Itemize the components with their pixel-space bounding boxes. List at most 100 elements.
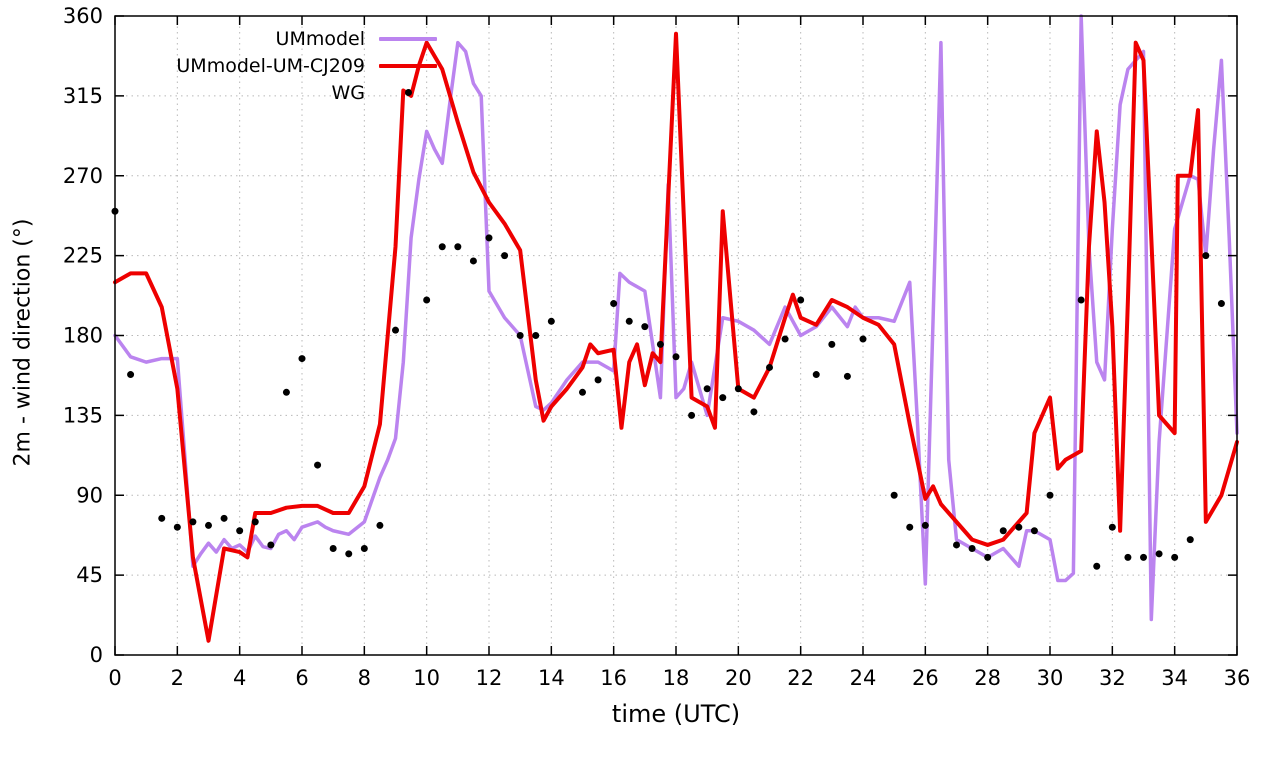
series-point-wg (189, 518, 197, 526)
series-point-wg (1030, 527, 1038, 535)
x-tick-label: 28 (974, 666, 1001, 690)
series-point-wg (376, 521, 384, 529)
series-point-wg (672, 353, 680, 361)
y-axis-label: 2m - wind direction (°) (10, 218, 36, 467)
series-point-wg (251, 518, 259, 526)
series-line-ummodel (113, 14, 1239, 622)
series-point-wg (641, 323, 649, 331)
black-dot-sample-icon (404, 89, 412, 96)
red-line-sample-icon (379, 63, 437, 68)
series-point-wg (610, 300, 618, 308)
legend-item-ummodel-um-cj209: UMmodel-UM-CJ209 (118, 53, 437, 78)
series-point-wg (1140, 553, 1147, 561)
series-point-wg (579, 388, 586, 396)
x-tick-label: 10 (413, 666, 440, 690)
x-tick-label: 0 (108, 666, 121, 690)
series-point-wg (999, 527, 1007, 535)
series-point-wg (485, 234, 493, 242)
series-point-wg (1015, 523, 1023, 531)
series-point-wg (625, 317, 633, 325)
legend-sample-ummodel-um-cj209 (379, 53, 437, 78)
series-point-wg (173, 523, 181, 531)
series-point-wg (1171, 553, 1179, 561)
series-point-wg (469, 257, 477, 265)
x-tick-label: 20 (725, 666, 752, 690)
series-point-wg (438, 243, 446, 251)
x-tick-label: 18 (663, 666, 690, 690)
series-point-wg (360, 545, 368, 552)
series-point-wg (205, 521, 212, 529)
legend-label-wg: WG (331, 81, 365, 104)
series-point-wg (1217, 300, 1225, 308)
series-point-wg (423, 296, 431, 304)
series-line-ummodel-um-cj209 (113, 31, 1239, 643)
x-tick-label: 2 (171, 666, 184, 690)
x-tick-label: 8 (358, 666, 371, 690)
series-point-wg (454, 243, 462, 251)
series-point-wg (236, 527, 244, 535)
x-tick-label: 26 (912, 666, 939, 690)
x-tick-label: 30 (1037, 666, 1064, 690)
series-point-wg (921, 521, 929, 529)
series-point-wg (501, 252, 509, 260)
y-tick-label: 270 (63, 164, 103, 188)
series-point-wg (1124, 553, 1132, 561)
series-point-wg (329, 545, 337, 552)
series-point-wg (656, 340, 664, 348)
series-point-wg (781, 335, 789, 343)
series-point-wg (953, 541, 960, 549)
y-tick-label: 135 (63, 403, 103, 427)
purple-line-sample-icon (379, 36, 437, 41)
series-point-wg (267, 541, 275, 549)
y-tick-label: 45 (76, 563, 103, 587)
series-point-wg (1202, 252, 1210, 260)
y-tick-label: 180 (63, 324, 103, 348)
legend-sample-ummodel (379, 26, 437, 51)
x-tick-label: 22 (787, 666, 814, 690)
series-point-wg (1155, 550, 1163, 558)
series-point-wg (890, 491, 898, 499)
series-point-wg (984, 553, 992, 561)
x-tick-label: 16 (600, 666, 627, 690)
series-point-wg (1046, 491, 1054, 499)
series-point-wg (1186, 536, 1194, 544)
x-axis-label: time (UTC) (611, 700, 741, 728)
legend-sample-wg (379, 80, 437, 105)
series-point-wg (158, 514, 166, 522)
series-point-wg (516, 332, 524, 339)
y-tick-label: 360 (63, 4, 103, 28)
series-point-wg (719, 394, 727, 402)
series-point-wg (594, 376, 602, 384)
series-point-wg (734, 385, 742, 393)
x-tick-label: 32 (1099, 666, 1126, 690)
series-point-wg (703, 385, 711, 393)
x-tick-label: 24 (850, 666, 877, 690)
series-point-wg (812, 371, 820, 379)
series-point-wg (220, 514, 228, 522)
x-tick-label: 12 (476, 666, 503, 690)
series-point-wg (298, 355, 306, 363)
legend-item-ummodel: UMmodel (118, 26, 437, 51)
x-tick-label: 14 (538, 666, 565, 690)
series-point-wg (1077, 296, 1085, 304)
series-point-wg (828, 340, 836, 348)
series-point-wg (532, 332, 540, 339)
x-tick-label: 4 (233, 666, 246, 690)
x-tick-label: 6 (295, 666, 308, 690)
y-tick-label: 0 (90, 643, 103, 667)
series-point-wg (1108, 523, 1116, 531)
series-point-wg (843, 372, 851, 380)
legend-label-ummodel: UMmodel (275, 27, 365, 50)
y-tick-label: 90 (76, 483, 103, 507)
series-point-wg (392, 326, 399, 334)
legend-label-ummodel-um-cj209: UMmodel-UM-CJ209 (176, 54, 365, 77)
series-point-wg (314, 461, 322, 469)
series-point-wg (859, 335, 867, 343)
series-point-wg (1093, 562, 1101, 570)
series-point-wg (547, 317, 555, 325)
series-point-wg (766, 363, 773, 371)
series-point-wg (282, 388, 290, 396)
series-point-wg (797, 296, 805, 304)
